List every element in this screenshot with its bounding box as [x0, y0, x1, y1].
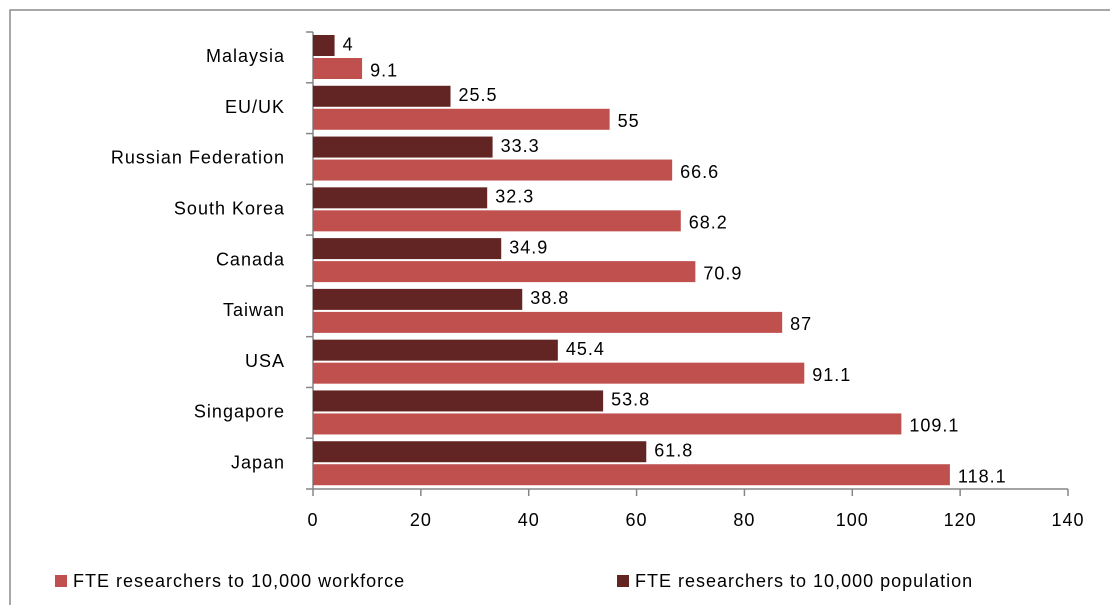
y-tick-label: South Korea [174, 198, 285, 218]
bar [313, 108, 610, 130]
legend-swatch [617, 575, 629, 587]
bar [313, 288, 523, 310]
y-tick-label: EU/UK [225, 97, 285, 117]
bar [313, 238, 502, 260]
data-label: 38.8 [530, 288, 569, 308]
data-label: 70.9 [703, 263, 742, 283]
legend-label: FTE researchers to 10,000 population [635, 571, 973, 591]
y-tick-label: Japan [231, 452, 285, 472]
data-label: 25.5 [459, 85, 498, 105]
x-tick-label: 140 [1051, 510, 1084, 530]
y-tick-label: Russian Federation [111, 148, 285, 168]
legend-swatch [55, 575, 67, 587]
bar [313, 362, 805, 384]
x-tick-label: 60 [626, 510, 648, 530]
data-label: 68.2 [689, 213, 728, 233]
data-label: 9.1 [370, 60, 398, 80]
legend-label: FTE researchers to 10,000 workforce [73, 571, 405, 591]
data-label: 109.1 [909, 416, 959, 436]
bar [313, 464, 950, 486]
y-tick-label: USA [245, 351, 285, 371]
x-tick-label: 40 [518, 510, 540, 530]
bar [313, 441, 647, 463]
data-label: 55 [618, 111, 640, 131]
bar [313, 311, 783, 333]
chart-frame [9, 9, 1110, 605]
x-tick-label: 20 [410, 510, 432, 530]
bar [313, 210, 681, 232]
bar [313, 35, 335, 56]
x-tick-label: 0 [307, 510, 318, 530]
data-label: 34.9 [509, 237, 548, 257]
data-label: 87 [790, 314, 812, 334]
data-label: 45.4 [566, 339, 605, 359]
data-label: 53.8 [611, 390, 650, 410]
data-label: 91.1 [812, 365, 851, 385]
bar [313, 159, 673, 181]
data-label: 66.6 [680, 162, 719, 182]
y-tick-label: Taiwan [223, 300, 285, 320]
bar [313, 390, 604, 412]
bar [313, 339, 558, 361]
data-label: 4 [343, 34, 354, 54]
bar [313, 58, 363, 79]
y-tick-label: Canada [216, 249, 285, 269]
x-tick-label: 120 [944, 510, 977, 530]
bar [313, 136, 493, 158]
y-tick-label: Singapore [194, 402, 285, 422]
data-label: 118.1 [958, 466, 1007, 486]
bar [313, 413, 902, 435]
x-tick-label: 100 [836, 510, 869, 530]
data-label: 61.8 [654, 440, 693, 460]
y-tick-label: Malaysia [206, 46, 285, 66]
bar [313, 261, 696, 283]
bar [313, 85, 451, 107]
bar [313, 187, 488, 209]
data-label: 33.3 [501, 136, 540, 156]
x-tick-label: 80 [733, 510, 755, 530]
data-label: 32.3 [495, 187, 534, 207]
